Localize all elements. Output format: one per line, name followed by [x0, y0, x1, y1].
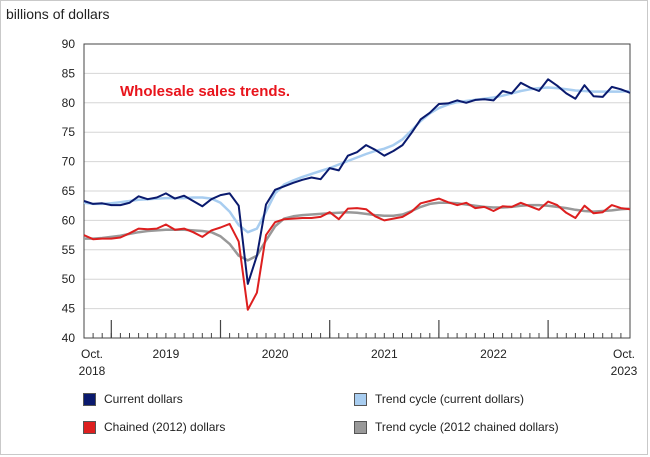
- legend-label-current-dollars: Current dollars: [104, 392, 183, 406]
- legend-item-chained-dollars: Chained (2012) dollars: [83, 420, 225, 434]
- legend-label-trend-current: Trend cycle (current dollars): [375, 392, 524, 406]
- x-tick-label-5: Oct.: [613, 347, 635, 361]
- series-line-3: [84, 201, 631, 262]
- y-tick-label-85: 85: [62, 66, 76, 80]
- x-tick-sublabel-0: 2018: [79, 364, 106, 378]
- y-tick-label-70: 70: [62, 155, 76, 169]
- legend-item-current-dollars: Current dollars: [83, 392, 183, 406]
- series-line-2: [83, 197, 631, 311]
- y-tick-label-60: 60: [62, 213, 76, 227]
- y-tick-label-75: 75: [62, 125, 76, 139]
- x-tick-label-3: 2021: [371, 347, 398, 361]
- x-tick-label-2: 2020: [262, 347, 289, 361]
- y-tick-label-55: 55: [62, 243, 76, 257]
- legend-swatch-chained-dollars: [83, 420, 96, 434]
- axis-layer: 40 45 50 55 60 65 70 75 80 85 90 Oct. 2018 2019 2020 20…: [62, 37, 638, 378]
- legend-item-trend-chained: Trend cycle (2012 chained dollars): [354, 420, 559, 434]
- x-tick-sublabel-5: 2023: [611, 364, 638, 378]
- y-tick-label-80: 80: [62, 96, 76, 110]
- legend-label-trend-chained: Trend cycle (2012 chained dollars): [375, 420, 559, 434]
- legend-swatch-trend-chained: [354, 420, 367, 434]
- legend-item-trend-current: Trend cycle (current dollars): [354, 392, 524, 406]
- legend-swatch-trend-current: [354, 392, 367, 406]
- y-tick-label-45: 45: [62, 302, 76, 316]
- x-tick-label-0: Oct.: [81, 347, 103, 361]
- y-tick-label-40: 40: [62, 331, 76, 345]
- series-layer: [83, 78, 631, 311]
- x-tick-label-4: 2022: [480, 347, 507, 361]
- y-tick-label-90: 90: [62, 37, 76, 51]
- y-tick-label-65: 65: [62, 184, 76, 198]
- series-line-1: [83, 86, 631, 234]
- chart-annotation: Wholesale sales trends.: [120, 83, 290, 100]
- x-tick-label-1: 2019: [153, 347, 180, 361]
- y-tick-label-50: 50: [62, 272, 76, 286]
- legend-swatch-current-dollars: [83, 392, 96, 406]
- y-axis-unit-label: billions of dollars: [6, 6, 110, 22]
- series-line-0: [83, 78, 631, 285]
- legend-label-chained-dollars: Chained (2012) dollars: [104, 420, 226, 434]
